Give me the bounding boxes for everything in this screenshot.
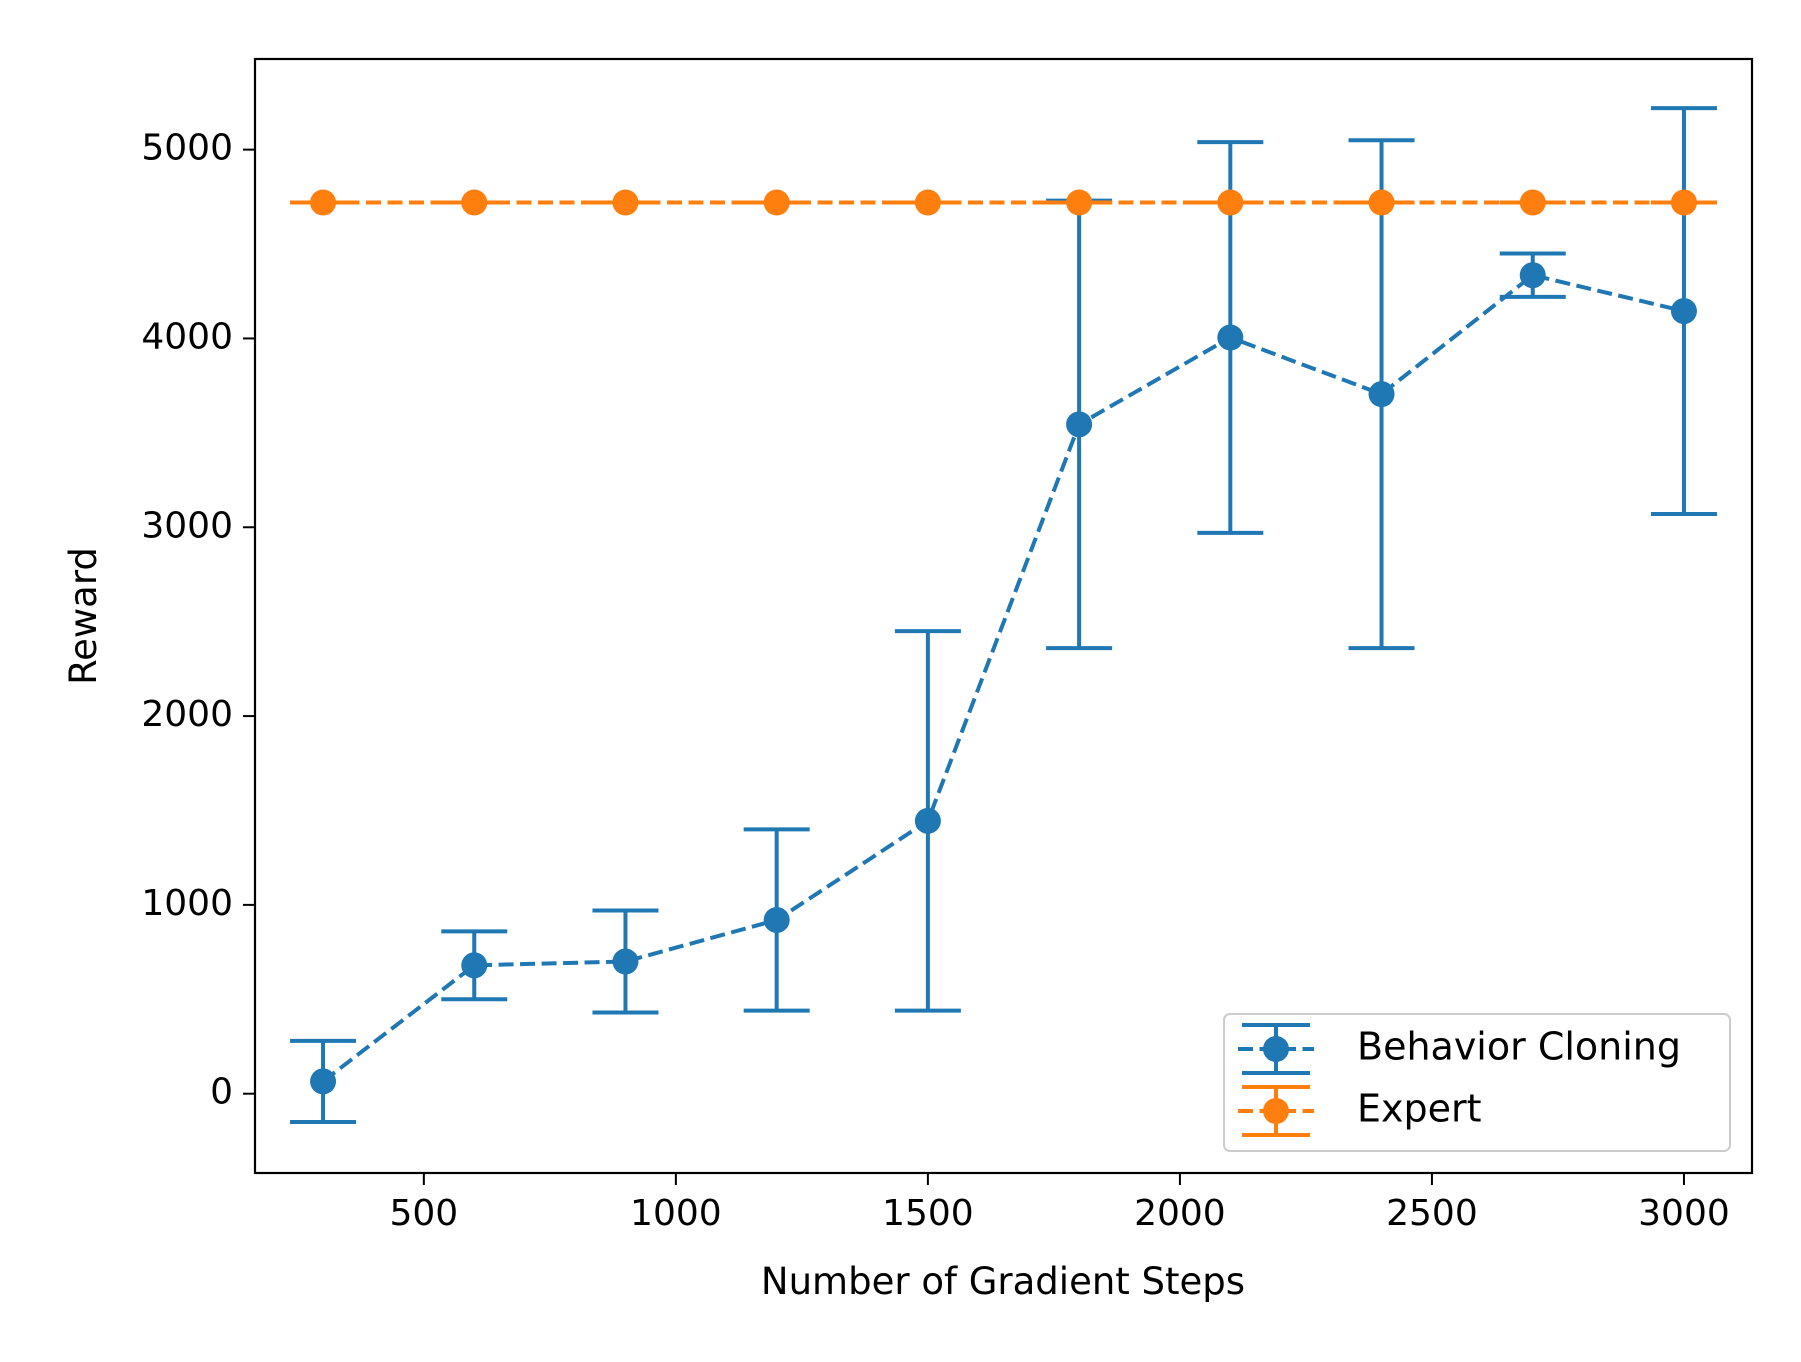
behavior-cloning-point-3 xyxy=(763,906,790,933)
x-tick-label-2: 1500 xyxy=(882,1193,974,1234)
behavior-cloning-point-4 xyxy=(914,807,941,834)
legend-box xyxy=(1223,1013,1731,1152)
x-tick-label-5: 3000 xyxy=(1638,1193,1730,1234)
y-axis-label: Reward xyxy=(62,547,105,685)
behavior-cloning-point-5 xyxy=(1066,411,1093,438)
x-tick-label-3: 2000 xyxy=(1134,1193,1226,1234)
marker-layer xyxy=(310,189,1697,1095)
behavior-cloning-point-6 xyxy=(1217,324,1244,351)
expert-point-2 xyxy=(612,189,639,216)
expert-point-4 xyxy=(914,189,941,216)
legend-entry-expert xyxy=(1238,1085,1314,1137)
plot-area-frame xyxy=(253,57,1754,1175)
x-axis-label: Number of Gradient Steps xyxy=(761,1260,1245,1303)
y-tick-label-5: 5000 xyxy=(141,128,233,169)
expert-point-9 xyxy=(1670,189,1697,216)
y-tick-label-2: 2000 xyxy=(141,694,233,735)
y-tick-label-1: 1000 xyxy=(141,883,233,924)
series-line-layer xyxy=(321,200,1685,1083)
legend-handle-marker-expert xyxy=(1263,1098,1289,1124)
expert-point-1 xyxy=(461,189,488,216)
legend: Behavior Cloning Expert xyxy=(1223,1013,1731,1152)
behavior-cloning-point-1 xyxy=(461,952,488,979)
expert-point-8 xyxy=(1519,189,1546,216)
behavior-cloning-point-7 xyxy=(1368,381,1395,408)
legend-handle-marker-behavior-cloning xyxy=(1263,1036,1289,1062)
expert-point-0 xyxy=(310,189,337,216)
y-axis-ticks: 0 1000 2000 3000 4000 5000 xyxy=(141,128,255,1113)
expert-point-6 xyxy=(1217,189,1244,216)
y-tick-label-4: 4000 xyxy=(141,316,233,357)
legend-label-expert: Expert xyxy=(1357,1087,1482,1131)
behavior-cloning-point-2 xyxy=(612,948,639,975)
behavior-cloning-point-0 xyxy=(310,1068,337,1095)
behavior-cloning-line xyxy=(321,273,1685,1083)
legend-entry-behavior-cloning xyxy=(1238,1023,1314,1075)
x-axis-ticks: 500 1000 1500 2000 2500 3000 xyxy=(389,1173,1730,1234)
x-tick-label-1: 1000 xyxy=(630,1193,722,1234)
expert-point-3 xyxy=(763,189,790,216)
x-tick-label-0: 500 xyxy=(389,1193,458,1234)
expert-point-5 xyxy=(1066,189,1093,216)
expert-point-7 xyxy=(1368,189,1395,216)
y-tick-label-3: 3000 xyxy=(141,505,233,546)
legend-label-behavior-cloning: Behavior Cloning xyxy=(1357,1025,1681,1069)
behavior-cloning-point-9 xyxy=(1670,298,1697,325)
y-tick-label-0: 0 xyxy=(210,1072,233,1113)
x-tick-label-4: 2500 xyxy=(1386,1193,1478,1234)
behavior-cloning-point-8 xyxy=(1519,262,1546,289)
errorbar-layer xyxy=(290,106,1717,1125)
